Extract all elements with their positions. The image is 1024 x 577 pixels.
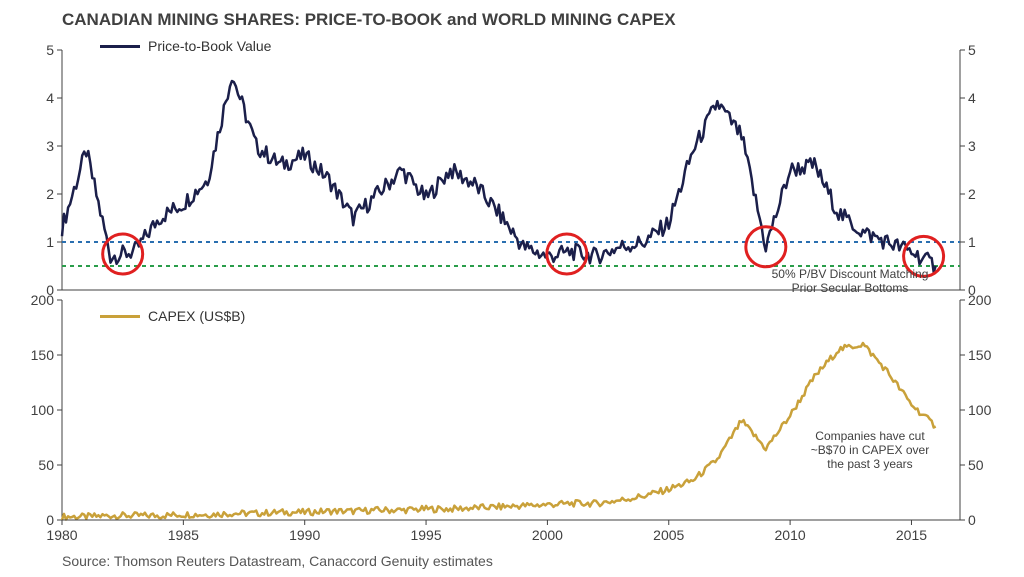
- x-tick-label: 2005: [653, 527, 684, 543]
- capex-ytick-right: 150: [968, 347, 992, 363]
- pbook-ytick-left: 5: [46, 42, 54, 58]
- x-tick-label: 1980: [46, 527, 77, 543]
- capex-annotation: ~B$70 in CAPEX over: [811, 443, 929, 457]
- x-tick-label: 2010: [775, 527, 806, 543]
- chart-container: CANADIAN MINING SHARES: PRICE-TO-BOOK an…: [0, 0, 1024, 577]
- pbook-ytick-left: 3: [46, 138, 54, 154]
- capex-ytick-right: 0: [968, 512, 976, 528]
- chart-svg: 0 0 1 1 2 2 3 3 4 4 5 5 50% P/BV Discount MatchingPr…: [0, 0, 1024, 577]
- x-tick-label: 1985: [168, 527, 199, 543]
- capex-ytick-left: 150: [31, 347, 55, 363]
- x-tick-label: 2015: [896, 527, 927, 543]
- pbook-series-line: [62, 81, 936, 272]
- source-text: Source: Thomson Reuters Datastream, Cana…: [62, 553, 493, 569]
- capex-ytick-left: 200: [31, 292, 55, 308]
- x-tick-label: 1995: [410, 527, 441, 543]
- pbook-annotation: 50% P/BV Discount Matching: [772, 267, 929, 281]
- pbook-ytick-left: 2: [46, 186, 54, 202]
- x-tick-label: 2000: [532, 527, 563, 543]
- pbook-ytick-right: 1: [968, 234, 976, 250]
- pbook-ytick-right: 5: [968, 42, 976, 58]
- pbook-ytick-left: 1: [46, 234, 54, 250]
- capex-ytick-right: 100: [968, 402, 992, 418]
- pbook-ytick-right: 4: [968, 90, 976, 106]
- capex-ytick-right: 50: [968, 457, 984, 473]
- pbook-ytick-left: 4: [46, 90, 54, 106]
- capex-ytick-left: 0: [46, 512, 54, 528]
- capex-ytick-right: 200: [968, 292, 992, 308]
- capex-annotation: Companies have cut: [815, 429, 925, 443]
- pbook-ytick-right: 3: [968, 138, 976, 154]
- capex-series-line: [62, 343, 936, 520]
- pbook-annotation: Prior Secular Bottoms: [792, 281, 909, 295]
- capex-ytick-left: 100: [31, 402, 55, 418]
- pbook-ytick-right: 2: [968, 186, 976, 202]
- capex-ytick-left: 50: [38, 457, 54, 473]
- capex-annotation: the past 3 years: [827, 457, 912, 471]
- x-tick-label: 1990: [289, 527, 320, 543]
